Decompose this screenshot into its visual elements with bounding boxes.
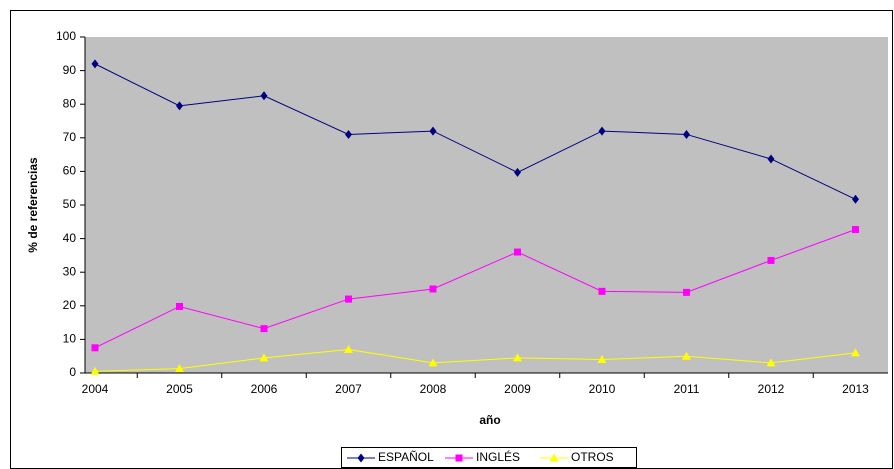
point — [852, 226, 859, 234]
y-tick-label: 70 — [63, 130, 77, 144]
y-tick-label: 90 — [63, 63, 77, 77]
point — [90, 366, 100, 375]
legend-label: ESPAÑOL — [378, 450, 434, 464]
point — [455, 454, 463, 462]
point — [260, 91, 268, 101]
y-tick-label: 10 — [63, 332, 77, 346]
y-tick-label: 80 — [63, 96, 77, 110]
point — [851, 348, 860, 357]
x-tick-label: 2005 — [166, 382, 193, 396]
point — [852, 194, 859, 204]
point — [514, 167, 521, 177]
point — [429, 126, 437, 136]
legend-label: OTROS — [571, 450, 614, 464]
point — [175, 364, 184, 373]
point — [260, 325, 268, 333]
x-tick-label: 2010 — [589, 382, 616, 396]
point — [549, 453, 559, 462]
legend-label: INGLÉS — [476, 449, 520, 464]
point — [91, 344, 99, 352]
x-tick-label: 2007 — [335, 382, 362, 396]
point — [428, 358, 438, 367]
series-line — [94, 229, 856, 349]
point — [597, 355, 607, 364]
point — [176, 101, 183, 111]
point — [345, 129, 352, 139]
point — [344, 344, 353, 353]
x-tick-label: 2004 — [82, 382, 109, 396]
x-tick-label: 2012 — [758, 382, 785, 396]
point — [683, 129, 690, 139]
point — [514, 248, 521, 256]
x-axis-title: año — [479, 413, 500, 427]
x-tick-label: 2006 — [251, 382, 278, 396]
point — [598, 126, 606, 136]
point — [429, 285, 437, 293]
point — [91, 59, 99, 69]
series-line — [94, 63, 856, 200]
plot-area — [85, 37, 888, 373]
x-tick-label: 2009 — [504, 382, 531, 396]
series-line — [94, 348, 856, 372]
y-tick-label: 50 — [63, 197, 77, 211]
y-tick-label: 100 — [56, 29, 76, 43]
point — [176, 302, 183, 310]
y-tick-label: 40 — [63, 231, 77, 245]
point — [345, 295, 352, 303]
point — [767, 256, 775, 264]
point — [683, 288, 690, 296]
point — [766, 358, 776, 367]
y-tick-label: 30 — [63, 264, 77, 278]
legend-box — [341, 447, 637, 468]
y-tick-label: 20 — [63, 298, 77, 312]
x-tick-label: 2013 — [842, 382, 869, 396]
point — [513, 353, 522, 362]
x-tick-label: 2011 — [674, 382, 700, 396]
y-tick-label: 60 — [63, 164, 77, 178]
x-tick-label: 2008 — [420, 382, 447, 396]
point — [767, 154, 775, 164]
point — [259, 353, 269, 362]
point — [682, 351, 691, 360]
y-tick-label: 0 — [69, 365, 76, 379]
point — [598, 287, 606, 295]
point — [357, 453, 365, 463]
y-axis-title: % de referencias — [26, 157, 40, 253]
